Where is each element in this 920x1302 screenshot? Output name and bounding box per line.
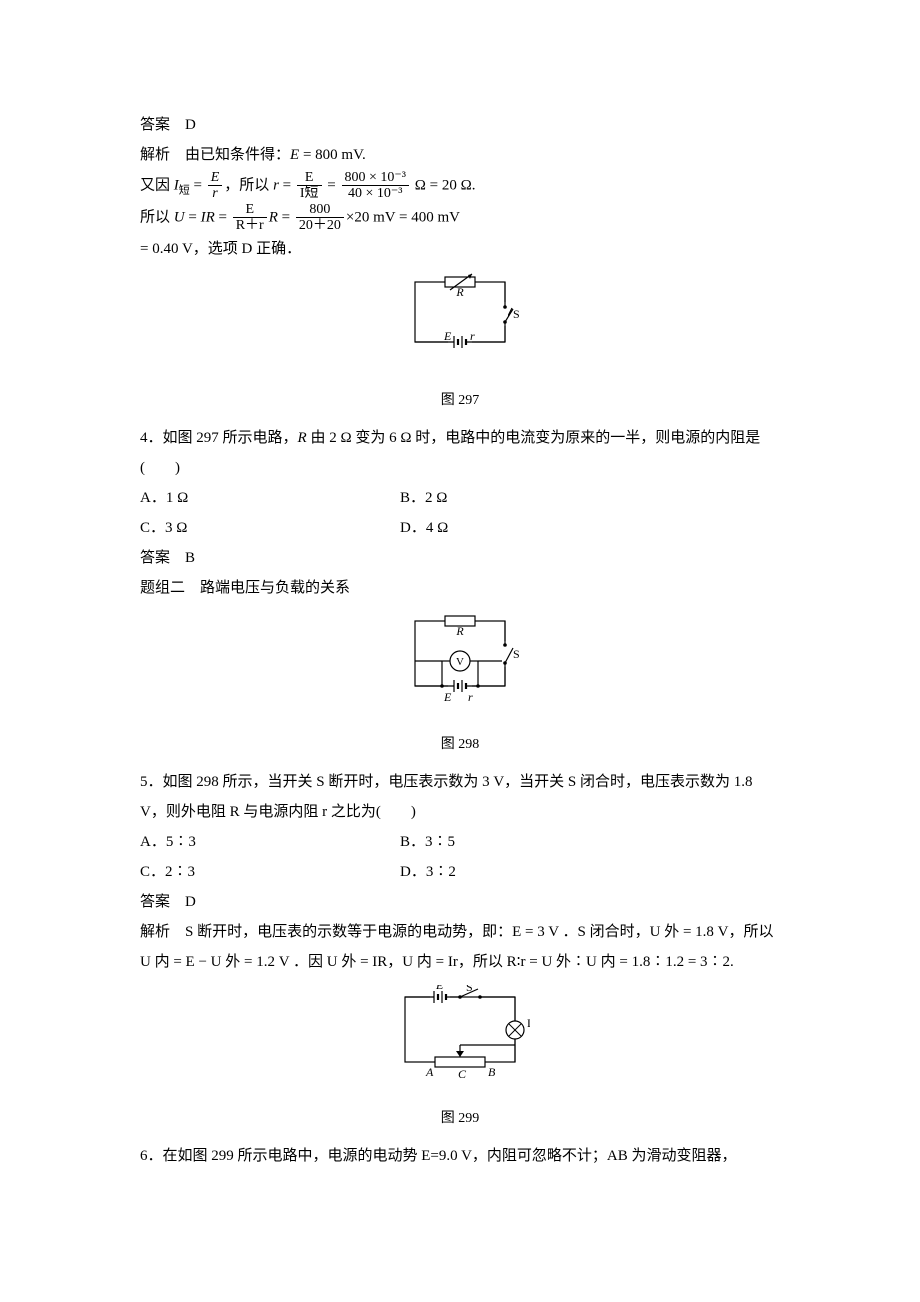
option-a: A．5∶3 (140, 827, 400, 857)
svg-text:C: C (458, 1067, 467, 1080)
group-2-heading: 题组二 路端电压与负载的关系 (140, 573, 780, 603)
explanation-3-line4: = 0.40 V，选项 D 正确． (140, 234, 780, 264)
question-4: 4．如图 297 所示电路，R 由 2 Ω 变为 6 Ω 时，电路中的电流变为原… (140, 423, 780, 483)
answer-value: D (185, 117, 196, 133)
label-r: R (455, 285, 464, 299)
label-r2: r (470, 329, 475, 343)
answer-5: 答案 D (140, 887, 780, 917)
option-a: A．1 Ω (140, 483, 400, 513)
figure-298-caption: 图 298 (140, 731, 780, 759)
answer-3: 答案 D (140, 110, 780, 140)
figure-298: R V S E r (140, 611, 780, 717)
answer-4: 答案 B (140, 543, 780, 573)
option-b: B．3∶5 (400, 827, 455, 857)
svg-text:V: V (456, 656, 464, 668)
fraction-4: ER＋r (233, 202, 267, 234)
fraction-3: 800 × 10⁻³40 × 10⁻³ (342, 170, 409, 202)
question-5: 5．如图 298 所示，当开关 S 断开时，电压表示数为 3 V，当开关 S 闭… (140, 767, 780, 827)
question-5-options: A．5∶3 B．3∶5 (140, 827, 780, 857)
option-c: C．3 Ω (140, 513, 400, 543)
fraction-1: Er (208, 170, 223, 202)
explanation-3-line3: 所以 U = IR = ER＋rR = 80020＋20×20 mV = 400… (140, 202, 780, 234)
svg-text:E: E (443, 690, 452, 704)
svg-text:L: L (527, 1016, 530, 1030)
fraction-5: 80020＋20 (296, 202, 344, 234)
explanation-5: 解析 S 断开时，电压表的示数等于电源的电动势，即：E = 3 V ．S 闭合时… (140, 917, 780, 977)
question-6: 6．在如图 299 所示电路中，电源的电动势 E=9.0 V，内阻可忽略不计；A… (140, 1141, 780, 1171)
svg-text:S: S (466, 985, 473, 994)
svg-text:E: E (435, 985, 444, 992)
svg-text:A: A (425, 1065, 434, 1079)
fraction-2: EI短 (297, 170, 322, 202)
figure-297: R S E r (140, 272, 780, 373)
option-d: D．3∶2 (400, 857, 456, 887)
svg-text:r: r (468, 690, 473, 704)
option-b: B．2 Ω (400, 483, 447, 513)
label-e: E (443, 329, 452, 343)
answer-label: 答案 (140, 117, 170, 133)
option-c: C．2∶3 (140, 857, 400, 887)
svg-text:B: B (488, 1065, 496, 1079)
option-d: D．4 Ω (400, 513, 448, 543)
explanation-3-line2: 又因 I短 = Er，所以 r = EI短 = 800 × 10⁻³40 × 1… (140, 170, 780, 202)
label-s: S (513, 307, 520, 321)
svg-text:R: R (455, 624, 464, 638)
figure-299-caption: 图 299 (140, 1105, 780, 1133)
explanation-3-line1: 解析 由已知条件得：E = 800 mV. (140, 140, 780, 170)
question-4-options: A．1 Ω B．2 Ω (140, 483, 780, 513)
figure-297-caption: 图 297 (140, 387, 780, 415)
figure-299: E S L A C B (140, 985, 780, 1091)
svg-text:S: S (513, 647, 520, 661)
